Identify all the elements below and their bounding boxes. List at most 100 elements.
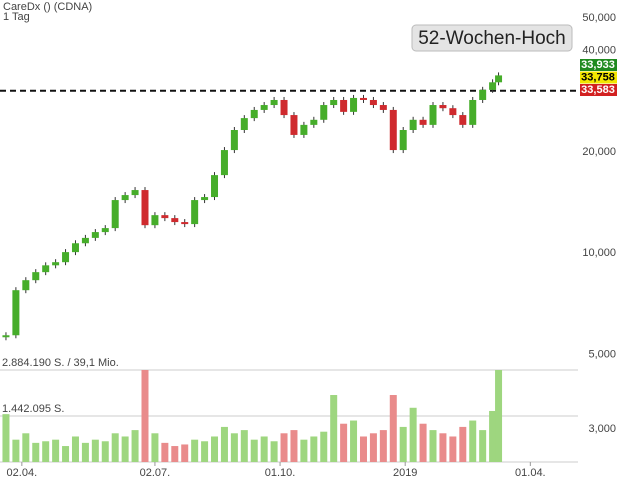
volume-bar xyxy=(459,426,467,462)
candle xyxy=(2,335,10,338)
price-label-box xyxy=(580,71,617,84)
candle xyxy=(350,97,358,112)
candle xyxy=(340,99,348,112)
y-tick-label: 3,000 xyxy=(588,423,616,435)
volume-bar xyxy=(439,433,447,462)
volume-bar xyxy=(469,420,477,462)
candle xyxy=(439,105,447,109)
volume-bar xyxy=(201,441,209,462)
volume-bar xyxy=(260,436,268,462)
volume-bar xyxy=(42,441,50,462)
y-tick-label: 40,000 xyxy=(582,45,616,57)
volume-bar xyxy=(121,436,129,462)
volume-bar xyxy=(101,441,109,462)
candle xyxy=(101,228,109,233)
candle xyxy=(479,89,487,100)
candle xyxy=(240,118,248,131)
candle xyxy=(211,175,219,198)
volume-bar xyxy=(250,439,258,462)
volume-bar xyxy=(181,444,189,462)
candle xyxy=(379,105,387,110)
volume-bar xyxy=(280,433,288,462)
x-tick-label: 01.04. xyxy=(515,467,546,479)
volume-bar xyxy=(399,426,407,462)
volume-bar xyxy=(81,442,89,462)
volume-bar xyxy=(171,446,179,462)
annotation: 52-Wochen-Hoch xyxy=(418,28,566,49)
candle xyxy=(489,82,497,90)
volume-bar xyxy=(141,370,149,462)
volume-bar xyxy=(300,439,308,462)
volume-bar xyxy=(369,433,377,462)
volume-bar xyxy=(429,430,437,462)
volume-bar xyxy=(32,442,40,462)
candle xyxy=(310,119,318,125)
y-tick-label: 50,000 xyxy=(582,12,616,24)
candle xyxy=(121,195,129,201)
candle xyxy=(300,124,308,135)
volume-bar xyxy=(489,410,497,462)
candle xyxy=(201,197,209,201)
volume-bar xyxy=(310,436,318,462)
volume-bar xyxy=(449,436,457,462)
price-label: 33,933 xyxy=(581,59,615,71)
volume-bar xyxy=(479,430,487,462)
candle xyxy=(369,99,377,106)
volume-bar xyxy=(350,420,358,462)
volume-bar xyxy=(409,407,417,462)
price-label-box xyxy=(580,59,617,71)
volume-bar xyxy=(161,442,169,462)
candle xyxy=(111,200,119,229)
y-tick-label: 5,000 xyxy=(588,348,616,360)
price-label-box xyxy=(580,84,617,96)
candle xyxy=(330,99,338,106)
volume-bar xyxy=(419,423,427,462)
volume-bar xyxy=(22,433,30,462)
volume-bar xyxy=(230,433,238,462)
candle xyxy=(171,218,179,223)
candle xyxy=(220,150,228,176)
candle xyxy=(320,105,328,120)
volume-bar xyxy=(220,426,228,462)
candle xyxy=(409,119,417,131)
volume-tick-label: 1.442.095 S. xyxy=(2,403,64,415)
candle xyxy=(389,109,397,151)
candle xyxy=(22,280,30,291)
volume-bar xyxy=(359,436,367,462)
candle xyxy=(32,272,40,281)
volume-bar xyxy=(191,439,199,462)
volume-bar xyxy=(52,439,60,462)
x-tick-label: 02.07. xyxy=(140,467,171,479)
candle xyxy=(230,130,238,151)
volume-bar xyxy=(495,370,503,462)
x-tick-label: 2019 xyxy=(393,467,417,479)
candle xyxy=(62,252,70,263)
volume-bar xyxy=(330,395,338,462)
volume-bar xyxy=(2,414,10,462)
volume-bar xyxy=(71,436,79,462)
volume-bar xyxy=(211,436,219,462)
volume-bar xyxy=(62,446,70,462)
candle xyxy=(81,237,89,244)
candle xyxy=(399,130,407,151)
candle xyxy=(161,215,169,219)
chart-subtitle: 1 Tag xyxy=(3,11,30,23)
candle xyxy=(495,75,503,83)
volume-bar xyxy=(91,439,99,462)
candle xyxy=(280,99,288,116)
candle xyxy=(52,262,60,266)
annotation-box xyxy=(411,24,573,52)
x-tick-label: 02.04. xyxy=(7,467,38,479)
volume-bar xyxy=(151,433,159,462)
volume-bar xyxy=(270,441,278,462)
price-label: 33,583 xyxy=(581,84,615,96)
candle xyxy=(260,105,268,110)
candle xyxy=(12,290,20,336)
candle xyxy=(469,99,477,125)
candle xyxy=(459,115,467,125)
candle xyxy=(250,109,258,119)
y-tick-label: 10,000 xyxy=(582,247,616,259)
volume-bar xyxy=(389,395,397,462)
volume-bar xyxy=(320,431,328,462)
